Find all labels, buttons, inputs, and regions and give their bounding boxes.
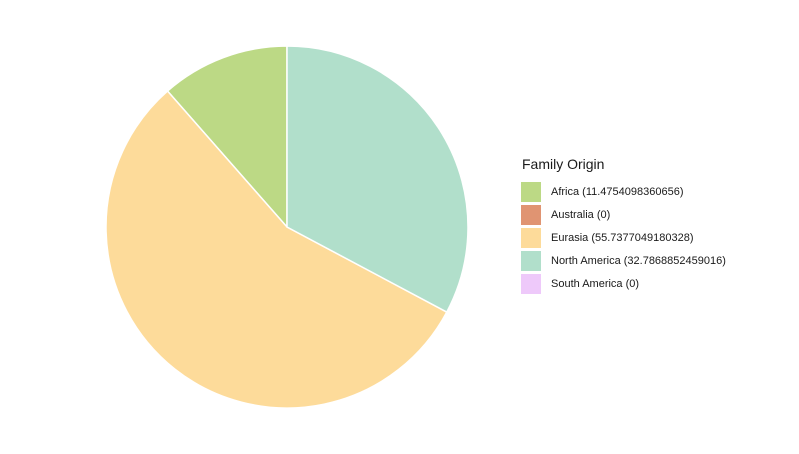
legend-swatch: [521, 273, 541, 294]
legend: Family Origin Africa (11.4754098360656) A…: [521, 156, 726, 295]
pie-slice-north-america: [286, 45, 469, 314]
legend-swatch: [521, 227, 541, 248]
legend-label: Eurasia (55.7377049180328): [551, 231, 694, 244]
pie-slice-africa: [166, 45, 288, 229]
legend-label: Australia (0): [551, 208, 611, 221]
pie-slice-eurasia: [105, 89, 448, 409]
pie-slices: [105, 45, 469, 409]
legend-label: Africa (11.4754098360656): [551, 185, 684, 198]
legend-swatch: [521, 181, 541, 202]
legend-item: North America (32.7868852459016): [521, 249, 726, 272]
legend-swatch: [521, 250, 541, 271]
legend-item: Eurasia (55.7377049180328): [521, 226, 726, 249]
legend-label: North America (32.7868852459016): [551, 254, 726, 267]
legend-item: South America (0): [521, 272, 726, 295]
legend-swatch: [521, 204, 541, 225]
legend-label: South America (0): [551, 277, 640, 290]
legend-item: Australia (0): [521, 203, 726, 226]
legend-item: Africa (11.4754098360656): [521, 180, 726, 203]
legend-title: Family Origin: [522, 156, 605, 172]
legend-items: Africa (11.4754098360656) Australia (0) Eu…: [521, 180, 726, 295]
